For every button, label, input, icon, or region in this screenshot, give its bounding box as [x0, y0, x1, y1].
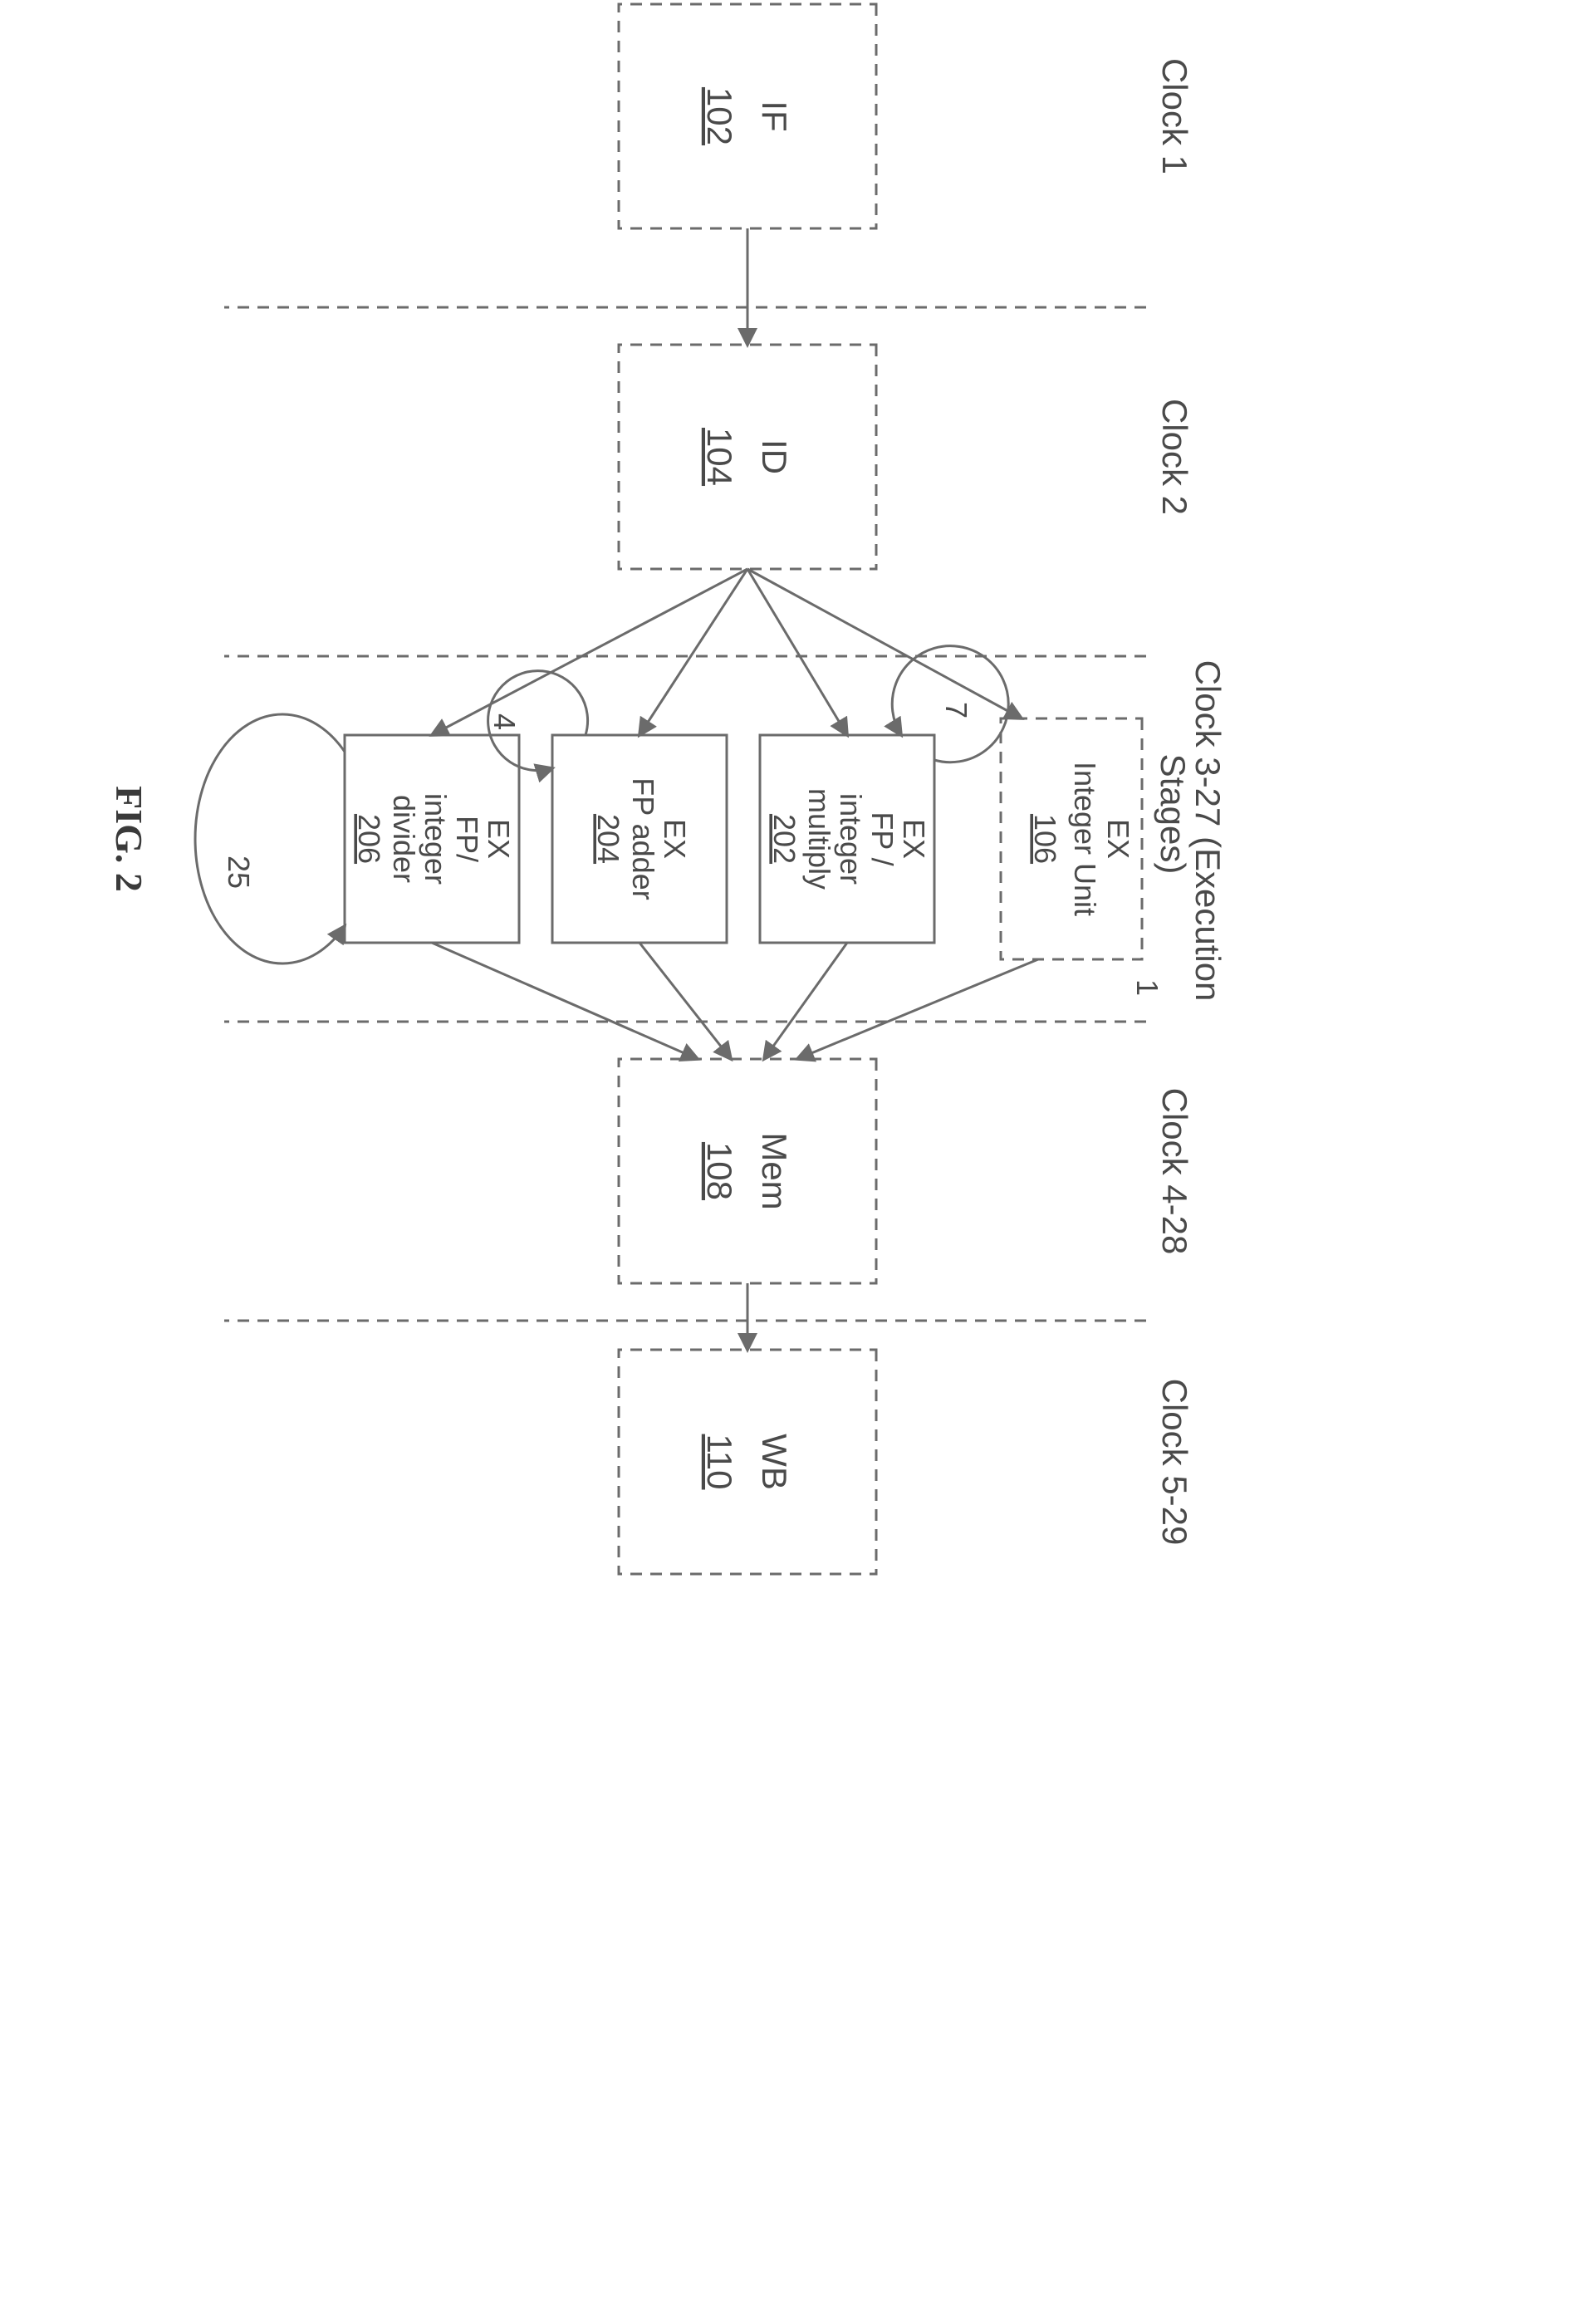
wb-stage [619, 1350, 876, 1574]
loop-div [195, 714, 345, 963]
ex-fp-divider-l1: EX [482, 819, 516, 859]
pipeline-diagram: IF 102 ID 104 Mem 108 WB 110 Clock 1 Clock 2 Clock… [0, 0, 1578, 2324]
ex-fp-multiply-l2: FP / [865, 811, 899, 865]
wb-stage-label: WB [755, 1434, 794, 1490]
ex-fp-multiply-l1: EX [897, 819, 931, 859]
ex-fp-multiply-ref: 202 [767, 814, 801, 864]
ex-fp-divider-l4: divider [387, 795, 421, 883]
ex-fp-divider-l3: integer [419, 793, 453, 885]
edge-add-mem [640, 943, 731, 1059]
id-stage [619, 345, 876, 569]
ex-int-l2: Integer Unit [1068, 762, 1102, 916]
ex-fp-adder-ref: 204 [591, 814, 625, 864]
ex-mul-cycles: 7 [939, 702, 973, 718]
id-stage-ref: 104 [700, 428, 739, 486]
mem-stage [619, 1059, 876, 1283]
wb-stage-ref: 110 [700, 1434, 739, 1490]
ex-fp-adder-l2: FP adder [626, 777, 660, 900]
edge-mul-mem [764, 943, 847, 1059]
clock-wb: Clock 5-29 [1155, 1379, 1194, 1546]
clock-mem: Clock 4-28 [1155, 1088, 1194, 1255]
ex-fp-divider-l2: FP/ [450, 816, 484, 862]
id-stage-label: ID [755, 439, 794, 474]
clock-ex-l2: Stages) [1154, 754, 1193, 875]
figure-label: FIG. 2 [108, 786, 150, 892]
edge-div-mem [432, 943, 698, 1059]
edge-int-mem [797, 959, 1038, 1059]
ex-fp-multiply-l3: integer [834, 793, 868, 885]
edge-id-mul [747, 569, 847, 735]
ex-fp-multiply-l4: multiply [802, 788, 836, 890]
ex-int-ref: 106 [1028, 814, 1062, 864]
clock-id: Clock 2 [1155, 399, 1194, 515]
ex-fp-divider-ref: 206 [352, 814, 386, 864]
edge-id-int [747, 569, 1022, 718]
if-stage-ref: 102 [700, 87, 739, 145]
ex-div-cycles: 25 [222, 856, 256, 889]
edge-id-div [432, 569, 747, 735]
ex-int-l1: EX [1101, 819, 1135, 859]
clock-if: Clock 1 [1155, 58, 1194, 174]
ex-fp-adder-l1: EX [658, 819, 692, 859]
if-stage [619, 4, 876, 228]
clock-ex-l1: Clock 3-27 (Execution [1188, 660, 1228, 1002]
if-stage-label: IF [755, 101, 794, 131]
mem-stage-ref: 108 [700, 1142, 739, 1200]
ex-add-cycles: 4 [488, 713, 522, 730]
ex-int-cycles: 1 [1130, 979, 1164, 996]
edge-id-add [640, 569, 747, 735]
mem-stage-label: Mem [755, 1132, 794, 1209]
